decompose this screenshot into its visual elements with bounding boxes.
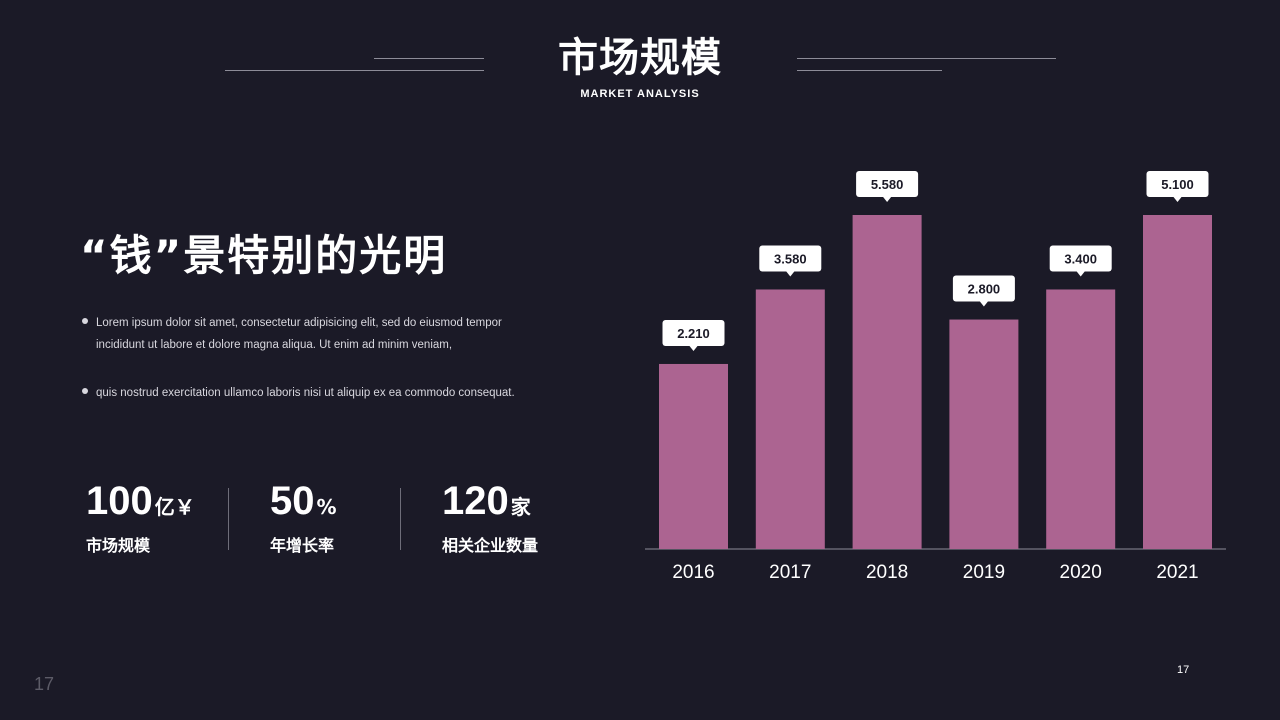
bullet-dot-icon <box>82 318 88 324</box>
data-label-2020: 3.400 <box>1049 245 1112 277</box>
x-tick-label-2017: 2017 <box>769 562 811 583</box>
headline: “钱”景特别的光明 <box>80 231 448 280</box>
data-label-text: 3.400 <box>1064 251 1097 266</box>
header-line-right-long <box>797 58 1056 59</box>
stat-label: 市场规模 <box>86 536 151 555</box>
bullet-item: quis nostrud exercitation ullamco labori… <box>82 382 542 404</box>
data-label-pointer <box>979 301 988 307</box>
data-label-box <box>1049 245 1112 272</box>
page-subtitle: MARKET ANALYSIS <box>580 88 700 100</box>
page-title: 市场规模 <box>558 35 722 81</box>
stat-growth-rate: 50% 年增长率 <box>270 478 337 556</box>
header-line-left-short <box>374 58 484 59</box>
bar-2021 <box>1143 215 1212 549</box>
data-label-2021: 5.100 <box>1146 171 1209 202</box>
stat-unit: 家 <box>510 495 531 519</box>
bar-2016 <box>659 363 728 549</box>
page-number-right: 17 <box>1177 664 1190 676</box>
data-label-text: 5.100 <box>1161 177 1194 192</box>
x-tick-label-2019: 2019 <box>963 562 1005 583</box>
stat-unit: 亿￥ <box>154 495 195 519</box>
data-label-text: 2.800 <box>968 282 1001 297</box>
header-line-right-short <box>797 70 942 71</box>
data-label-2019: 2.800 <box>952 275 1015 307</box>
stat-value: 50 <box>270 479 315 523</box>
data-label-text: 2.210 <box>677 326 710 341</box>
bullet-text: quis nostrud exercitation ullamco labori… <box>96 387 515 399</box>
bullet-item: Lorem ipsum dolor sit amet, consectetur … <box>82 312 542 356</box>
bar-2019 <box>949 319 1019 549</box>
data-label-text: 3.580 <box>774 251 807 266</box>
x-tick-label-2016: 2016 <box>672 562 714 583</box>
bar-2020 <box>1046 289 1116 549</box>
data-label-pointer <box>1076 271 1085 277</box>
data-label-box <box>662 319 725 346</box>
bar-2018 <box>852 215 922 549</box>
x-tick-label-2020: 2020 <box>1060 562 1102 583</box>
data-label-pointer <box>883 197 892 202</box>
data-label-pointer <box>786 271 795 277</box>
header-line-left-long <box>225 70 484 71</box>
bullet-text: Lorem ipsum dolor sit amet, consectetur … <box>96 317 502 351</box>
data-label-2017: 3.580 <box>759 245 822 277</box>
stat-company-count: 120 家 相关企业数量 <box>442 478 538 556</box>
stat-divider <box>400 488 401 550</box>
stat-divider <box>228 488 229 550</box>
data-label-box <box>856 171 919 197</box>
stat-unit: % <box>316 495 337 519</box>
bullet-dot-icon <box>82 388 88 394</box>
stat-market-size: 100 亿￥ 市场规模 <box>86 478 195 556</box>
data-label-2016: 2.210 <box>662 319 725 351</box>
data-label-pointer <box>689 345 698 351</box>
data-label-box <box>1146 171 1209 197</box>
page-number-left: 17 <box>34 674 55 694</box>
data-label-pointer <box>1173 197 1182 202</box>
bar-2017 <box>755 289 825 549</box>
x-tick-label-2018: 2018 <box>866 562 908 583</box>
stat-label: 年增长率 <box>270 536 335 555</box>
stat-label: 相关企业数量 <box>442 536 539 555</box>
data-label-box <box>759 245 822 272</box>
x-tick-label-2021: 2021 <box>1156 562 1198 583</box>
data-label-text: 5.580 <box>871 177 904 192</box>
data-label-box <box>952 275 1015 302</box>
data-label-2018: 5.580 <box>856 171 919 202</box>
stat-value: 100 <box>86 479 153 523</box>
stat-value: 120 <box>442 479 509 523</box>
